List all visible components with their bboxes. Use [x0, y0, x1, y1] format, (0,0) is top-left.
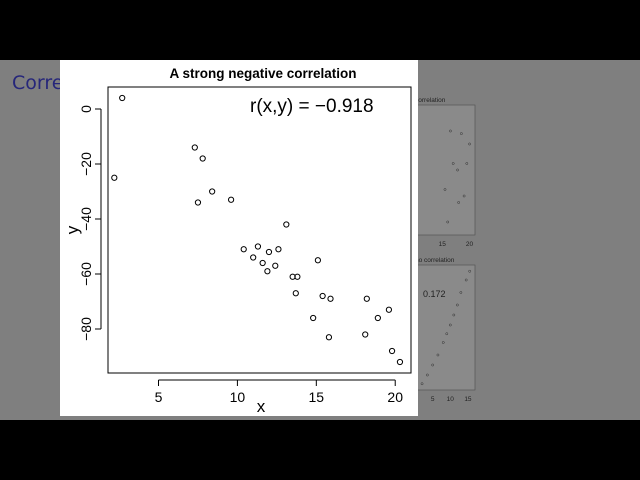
data-point — [119, 94, 126, 102]
background-data-point — [457, 201, 460, 204]
data-point — [385, 306, 393, 313]
background-data-point — [431, 363, 434, 367]
data-point — [275, 246, 282, 253]
data-point — [396, 358, 404, 366]
data-point — [259, 259, 266, 267]
background-data-point — [451, 162, 455, 165]
background-data-point — [426, 373, 429, 377]
data-point — [272, 262, 279, 269]
chart-panel: A strong negative correlation r(x,y) = −… — [60, 60, 418, 416]
data-point — [111, 174, 118, 181]
background-data-point — [468, 142, 471, 146]
correlation-annotation: r(x,y) = −0.918 — [250, 96, 374, 117]
background-tick-label: 15 — [439, 241, 447, 248]
y-axis: 0 −20 −40 −60 −80 — [78, 105, 102, 341]
x-tick-label: 10 — [230, 389, 246, 405]
background-tick-label: 5 — [431, 396, 435, 403]
background-data-point — [443, 188, 447, 191]
data-point — [199, 155, 206, 162]
data-point — [314, 257, 321, 264]
data-point — [194, 199, 202, 206]
background-plot-title: correlation — [415, 97, 446, 104]
chart-title: A strong negative correlation — [169, 66, 356, 81]
background-data-point — [449, 129, 452, 133]
data-point — [209, 188, 216, 195]
background-data-point — [464, 278, 468, 282]
data-point — [283, 221, 290, 228]
plot-area-frame — [107, 86, 412, 374]
background-data-point — [420, 382, 424, 386]
y-tick-label: −20 — [78, 152, 94, 176]
background-data-point — [468, 269, 472, 273]
x-axis-label: x — [257, 397, 266, 416]
data-point — [388, 347, 396, 355]
background-data-point — [452, 313, 456, 317]
data-point — [363, 295, 370, 302]
background-data-point — [456, 303, 459, 307]
data-point — [265, 248, 273, 256]
background-data-point — [460, 132, 463, 135]
background-data-point — [441, 341, 445, 344]
x-tick-label: 20 — [387, 389, 403, 405]
data-point — [319, 292, 326, 300]
scatter-chart: A strong negative correlation r(x,y) = −… — [63, 66, 412, 416]
data-point — [227, 196, 235, 203]
x-axis: 5 10 15 20 — [155, 379, 403, 405]
data-point — [327, 295, 334, 302]
data-point — [250, 254, 257, 261]
data-point — [294, 273, 301, 280]
y-tick-label: −80 — [78, 317, 94, 341]
background-plot-annotation: 0.172 — [423, 289, 446, 299]
background-data-point — [459, 291, 463, 294]
data-point — [240, 246, 247, 253]
background-plot-no-correlation: no correlation 0.172 5 10 15 — [414, 257, 476, 403]
x-tick-label: 15 — [309, 389, 325, 405]
y-tick-label: −40 — [78, 207, 94, 231]
y-tick-label: 0 — [78, 105, 94, 113]
y-axis-label: y — [63, 225, 82, 234]
data-point — [254, 243, 262, 250]
background-data-point — [456, 168, 459, 172]
background-tick-label: 20 — [466, 241, 474, 248]
data-point — [362, 331, 369, 338]
background-data-point — [448, 323, 452, 327]
background-data-point — [462, 194, 466, 198]
background-tick-label: 10 — [447, 396, 455, 403]
background-tick-label: 15 — [464, 396, 472, 403]
background-plot-correlation: correlation 15 20 — [414, 97, 476, 248]
data-point — [264, 268, 271, 275]
background-data-point — [446, 220, 450, 224]
background-data-point — [436, 353, 440, 357]
data-point — [292, 290, 299, 297]
y-tick-label: −60 — [78, 262, 94, 286]
data-points — [111, 94, 404, 366]
data-point — [325, 334, 333, 341]
background-data-point — [445, 332, 449, 336]
background-plot-title: no correlation — [415, 257, 455, 264]
x-tick-label: 5 — [155, 389, 163, 405]
data-point — [310, 314, 317, 322]
data-point — [191, 144, 198, 151]
background-data-point — [465, 162, 469, 165]
data-point — [374, 314, 381, 322]
